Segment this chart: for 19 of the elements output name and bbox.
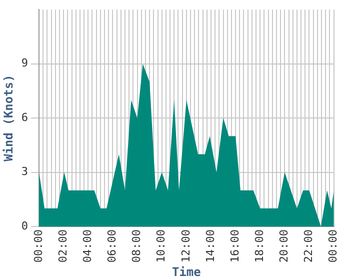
x-tick-label: 14:00 <box>204 229 217 263</box>
x-tick-label: 08:00 <box>130 229 144 263</box>
x-tick-label: 20:00 <box>278 229 291 263</box>
y-tick-label: 3 <box>21 165 28 178</box>
y-tick-label: 6 <box>21 110 28 124</box>
x-tick-label: 06:00 <box>106 229 119 263</box>
x-tick-label: 16:00 <box>228 229 242 263</box>
x-axis-title: Time <box>172 264 201 279</box>
x-tick-label: 12:00 <box>179 229 192 263</box>
x-tick-label: 22:00 <box>302 229 316 263</box>
x-tick-label: 04:00 <box>81 229 94 263</box>
x-tick-label: 00:00 <box>32 229 45 263</box>
y-axis-title: Wind (Knots) <box>1 74 16 162</box>
x-tick-label: 18:00 <box>252 229 266 263</box>
x-tick-label: 10:00 <box>154 229 168 263</box>
y-tick-label: 9 <box>21 56 28 70</box>
x-tick-label: 00:00 <box>326 229 340 263</box>
x-tick-label: 02:00 <box>56 229 70 263</box>
y-tick-label: 0 <box>21 219 28 232</box>
